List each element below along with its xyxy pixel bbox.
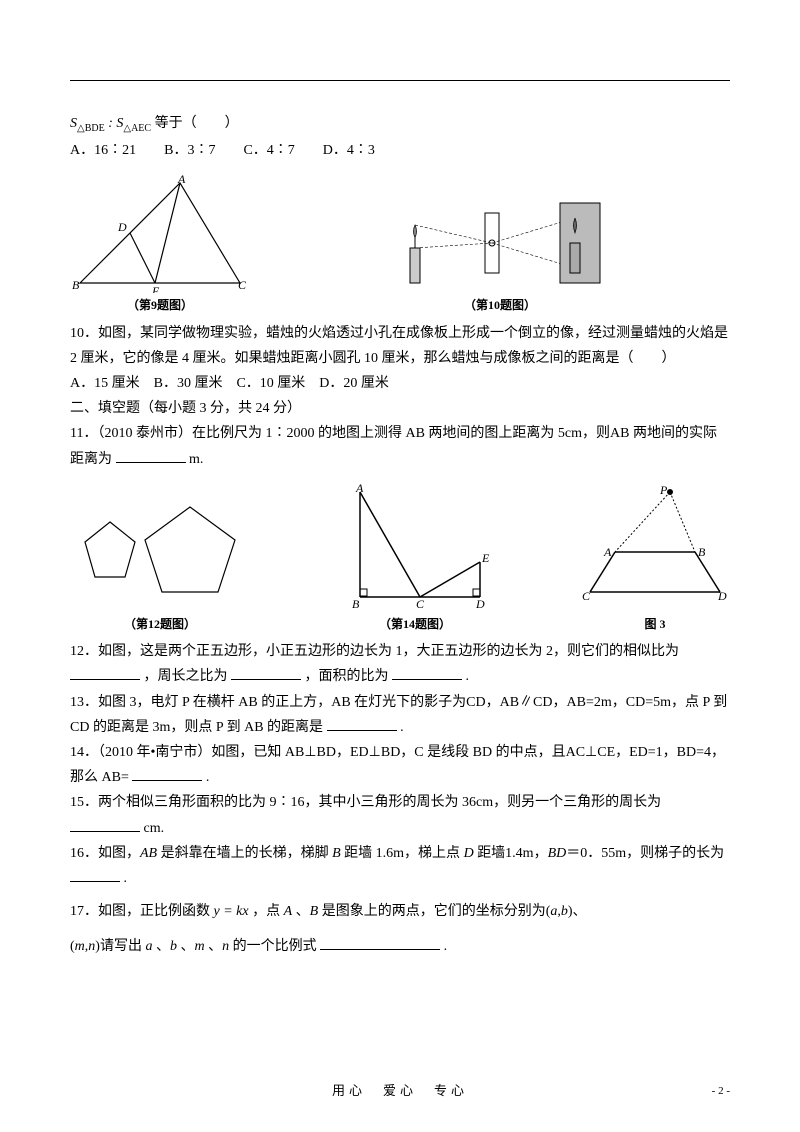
svg-text:B: B <box>698 545 706 559</box>
q17-math: y = kx <box>214 904 249 919</box>
q17-post1: ，点 A 、B 是图象上的两点，它们的坐标分别为(a,b)、 <box>252 904 586 919</box>
svg-text:A: A <box>355 482 364 495</box>
q17-line2-pre: (m,n)请写出 a 、b 、m 、n 的一个比例式 <box>70 939 320 954</box>
footer-pagenum: - 2 - <box>712 1082 730 1102</box>
svg-text:B: B <box>72 278 80 292</box>
q10-caption: （第10题图） <box>464 295 536 317</box>
q17-line2: (m,n)请写出 a 、b 、m 、n 的一个比例式 . <box>70 934 730 959</box>
q9-math2: S△AEC <box>116 116 151 131</box>
q13: 13．如图 3，电灯 P 在横杆 AB 的正上方，AB 在灯光下的影子为CD，A… <box>70 690 730 740</box>
fig-row-12-14-3: （第12题图） A B C D E （第14题图） P <box>70 482 730 636</box>
fig-row-9-10: A B C D E （第9题图） <box>70 173 730 317</box>
svg-text:D: D <box>717 589 727 603</box>
q13-pre: 13．如图 3，电灯 P 在横杆 AB 的正上方，AB 在灯光下的影子为CD，A… <box>70 695 727 735</box>
q10-options: A．15 厘米 B．30 厘米 C．10 厘米 D．20 厘米 <box>70 371 730 396</box>
q17-post: . <box>444 939 448 954</box>
svg-text:C: C <box>238 278 247 292</box>
q16: 16．如图，AB 是斜靠在墙上的长梯，梯脚 B 距墙 1.6m，梯上点 D 距墙… <box>70 841 730 891</box>
q12-blank1 <box>70 665 140 680</box>
q11-post: m. <box>189 452 203 467</box>
q12-caption: （第12题图） <box>124 614 196 636</box>
q12-mid2: ，面积的比为 <box>305 669 389 684</box>
svg-text:P: P <box>659 483 668 497</box>
q9-math: S△BDE <box>70 116 105 131</box>
q9-triangle-svg: A B C D E <box>70 173 250 293</box>
q14-svg: A B C D E <box>330 482 500 612</box>
svg-text:A: A <box>177 173 186 186</box>
svg-text:E: E <box>151 284 160 293</box>
q9-caption: （第9题图） <box>127 295 193 317</box>
svg-text:C: C <box>416 597 425 611</box>
q17-blank <box>320 935 440 950</box>
q14-post: . <box>206 770 210 785</box>
q16-blank <box>70 867 120 882</box>
q11: 11．（2010 泰州市）在比例尺为 1∶2000 的地图上测得 AB 两地间的… <box>70 421 730 471</box>
fig3-svg: P A B C D <box>580 482 730 612</box>
q12-pre: 12．如图，这是两个正五边形，小正五边形的边长为 1，大正五边形的边长为 2，则… <box>70 644 679 659</box>
q12-blank3 <box>392 665 462 680</box>
q11-blank <box>116 448 186 463</box>
svg-text:B: B <box>352 597 360 611</box>
footer-center: 用心 爱心 专心 <box>0 1079 800 1102</box>
q14: 14．（2010 年•南宁市）如图，已知 AB⊥BD，ED⊥BD，C 是线段 B… <box>70 740 730 790</box>
section2: 二、填空题（每小题 3 分，共 24 分） <box>70 396 730 421</box>
q15-pre: 15．两个相似三角形面积的比为 9∶16，其中小三角形的周长为 36cm，则另一… <box>70 795 661 810</box>
q15-blank <box>70 817 140 832</box>
fig-q14: A B C D E （第14题图） <box>330 482 500 636</box>
q14-blank <box>132 766 202 781</box>
q9-options: A．16∶21 B．3∶7 C．4∶7 D．4∶3 <box>70 138 730 163</box>
page: S△BDE : S△AEC 等于（ ） A．16∶21 B．3∶7 C．4∶7 … <box>0 0 800 1132</box>
top-rule <box>70 80 730 81</box>
q17-pre: 17．如图，正比例函数 <box>70 904 214 919</box>
q10-optics-svg <box>390 193 610 293</box>
q9-tail: 等于（ ） <box>155 116 239 131</box>
q15-post: cm. <box>144 821 165 836</box>
q15: 15．两个相似三角形面积的比为 9∶16，其中小三角形的周长为 36cm，则另一… <box>70 790 730 840</box>
svg-text:C: C <box>582 589 591 603</box>
q12-post: . <box>466 669 470 684</box>
fig-q9: A B C D E （第9题图） <box>70 173 250 317</box>
q13-post: . <box>400 720 404 735</box>
q9-stem: S△BDE : S△AEC 等于（ ） <box>70 111 730 138</box>
fig-q10: （第10题图） <box>390 193 610 317</box>
q13-blank <box>327 716 397 731</box>
q10-text: 10．如图，某同学做物理实验，蜡烛的火焰透过小孔在成像板上形成一个倒立的像，经过… <box>70 321 730 371</box>
q12-blank2 <box>231 665 301 680</box>
svg-text:A: A <box>603 545 612 559</box>
q12-mid1: ，周长之比为 <box>144 669 228 684</box>
q17-line1: 17．如图，正比例函数 y = kx ，点 A 、B 是图象上的两点，它们的坐标… <box>70 899 730 924</box>
fig-q12: （第12题图） <box>70 492 250 636</box>
pentagons-svg <box>70 492 250 612</box>
svg-text:D: D <box>475 597 485 611</box>
q12: 12．如图，这是两个正五边形，小正五边形的边长为 1，大正五边形的边长为 2，则… <box>70 639 730 689</box>
q14-caption: （第14题图） <box>379 614 451 636</box>
fig3-caption: 图 3 <box>644 614 665 636</box>
svg-text:E: E <box>481 551 490 565</box>
svg-text:D: D <box>117 220 127 234</box>
q16-pre: 16．如图，AB 是斜靠在墙上的长梯，梯脚 B 距墙 1.6m，梯上点 D 距墙… <box>70 846 724 861</box>
fig-3: P A B C D 图 3 <box>580 482 730 636</box>
q16-post: . <box>124 871 128 886</box>
